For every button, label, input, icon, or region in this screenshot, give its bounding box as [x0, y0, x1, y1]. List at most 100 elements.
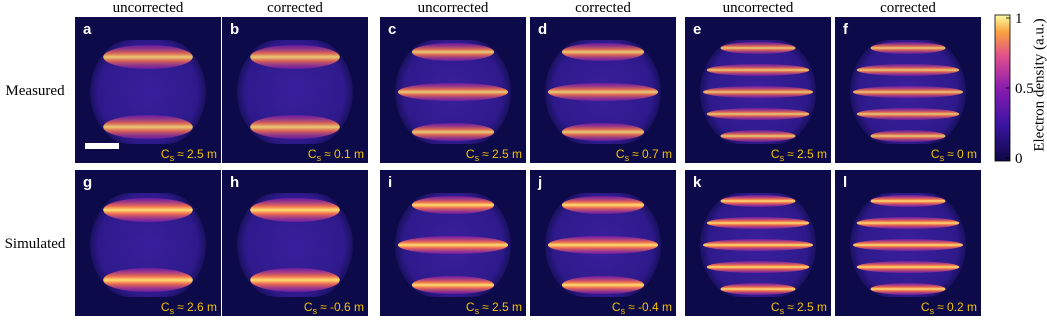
column-header: uncorrected [723, 0, 794, 16]
fringe [702, 239, 814, 251]
beam [395, 40, 511, 144]
fringe [561, 123, 645, 141]
beam [545, 193, 661, 297]
panel-letter: b [230, 21, 239, 38]
panel-annotation: Cs ≈ 2.5 m [161, 147, 217, 163]
cs-subscript: s [621, 306, 626, 316]
fringe [720, 130, 796, 142]
cs-symbol: C [771, 300, 780, 314]
panel-annotation: Cs ≈ 2.6 m [161, 300, 217, 316]
column-header: uncorrected [418, 0, 489, 16]
cs-subscript: s [475, 306, 480, 316]
cs-value: ≈ 2.5 m [482, 300, 522, 314]
column-header: uncorrected [113, 0, 184, 16]
panel-annotation: Cs ≈ 0 m [931, 147, 977, 163]
fringe [250, 268, 340, 292]
fringe [706, 64, 810, 76]
column-header: corrected [880, 0, 936, 16]
panel-letter: i [388, 174, 392, 191]
fringe [561, 43, 645, 61]
beam [90, 193, 206, 297]
fringe [870, 42, 946, 54]
cs-symbol: C [931, 147, 940, 161]
panel-letter: f [843, 21, 849, 38]
fringe [103, 198, 193, 222]
panel-letter: j [537, 174, 542, 191]
cs-symbol: C [616, 147, 625, 161]
panel-letter: k [693, 174, 702, 191]
fringe [411, 276, 495, 294]
panel-letter: d [538, 21, 547, 38]
fringe [250, 115, 340, 139]
panel-annotation: Cs ≈ 0.2 m [921, 300, 977, 316]
fringe [856, 108, 960, 120]
row-label: Measured [5, 83, 65, 99]
panel-annotation: Cs ≈ 2.5 m [771, 300, 827, 316]
cs-value: ≈ 2.5 m [482, 147, 522, 161]
fringe [720, 195, 796, 207]
cs-subscript: s [780, 306, 785, 316]
cs-subscript: s [475, 153, 480, 163]
fringe [706, 217, 810, 229]
cs-value: ≈ 2.6 m [177, 300, 217, 314]
panel-letter: e [693, 21, 701, 38]
panel-annotation: Cs ≈ -0.6 m [304, 300, 364, 316]
fringe [547, 83, 659, 101]
panel-letter: l [843, 174, 847, 191]
fringe [397, 83, 509, 101]
column-header: corrected [267, 0, 323, 16]
fringe [720, 283, 796, 295]
fringe [411, 196, 495, 214]
cs-symbol: C [466, 300, 475, 314]
panel-annotation: Cs ≈ 0.1 m [308, 147, 364, 163]
beam [395, 193, 511, 297]
fringe [250, 198, 340, 222]
panel-annotation: Cs ≈ -0.4 m [612, 300, 672, 316]
panel-letter: a [83, 21, 92, 38]
beam [237, 193, 353, 297]
fringe [397, 236, 509, 254]
beam [545, 40, 661, 144]
cs-value: ≈ 0.1 m [324, 147, 364, 161]
fringe [706, 261, 810, 273]
panel-annotation: Cs ≈ 2.5 m [466, 300, 522, 316]
fringe [250, 45, 340, 69]
fringe [103, 268, 193, 292]
panel-annotation: Cs ≈ 2.5 m [466, 147, 522, 163]
cs-symbol: C [161, 300, 170, 314]
fringe [103, 115, 193, 139]
fringe [411, 123, 495, 141]
fringe [547, 236, 659, 254]
colorbar-tick-label: 0.5 [1015, 81, 1034, 97]
colorbar-tick-label: 0 [1015, 151, 1023, 167]
cs-symbol: C [466, 147, 475, 161]
panel-annotation: Cs ≈ 0.7 m [616, 147, 672, 163]
cs-value: ≈ 0.2 m [937, 300, 977, 314]
colorbar-tick-label: 1 [1015, 11, 1023, 27]
cs-subscript: s [170, 153, 175, 163]
fringe [852, 86, 964, 98]
cs-symbol: C [161, 147, 170, 161]
fringe [870, 195, 946, 207]
cs-symbol: C [612, 300, 621, 314]
cs-subscript: s [625, 153, 630, 163]
fringe [720, 42, 796, 54]
beam [90, 40, 206, 144]
fringe [856, 64, 960, 76]
cs-value: ≈ -0.6 m [320, 300, 364, 314]
panel-letter: h [230, 174, 239, 191]
cs-subscript: s [780, 153, 785, 163]
cs-value: ≈ 2.5 m [787, 147, 827, 161]
cs-value: ≈ 0.7 m [632, 147, 672, 161]
cs-subscript: s [940, 153, 945, 163]
cs-subscript: s [170, 306, 175, 316]
column-header: corrected [575, 0, 631, 16]
fringe [870, 283, 946, 295]
fringe [561, 196, 645, 214]
fringe [870, 130, 946, 142]
fringe [103, 45, 193, 69]
fringe [702, 86, 814, 98]
fringe [852, 239, 964, 251]
